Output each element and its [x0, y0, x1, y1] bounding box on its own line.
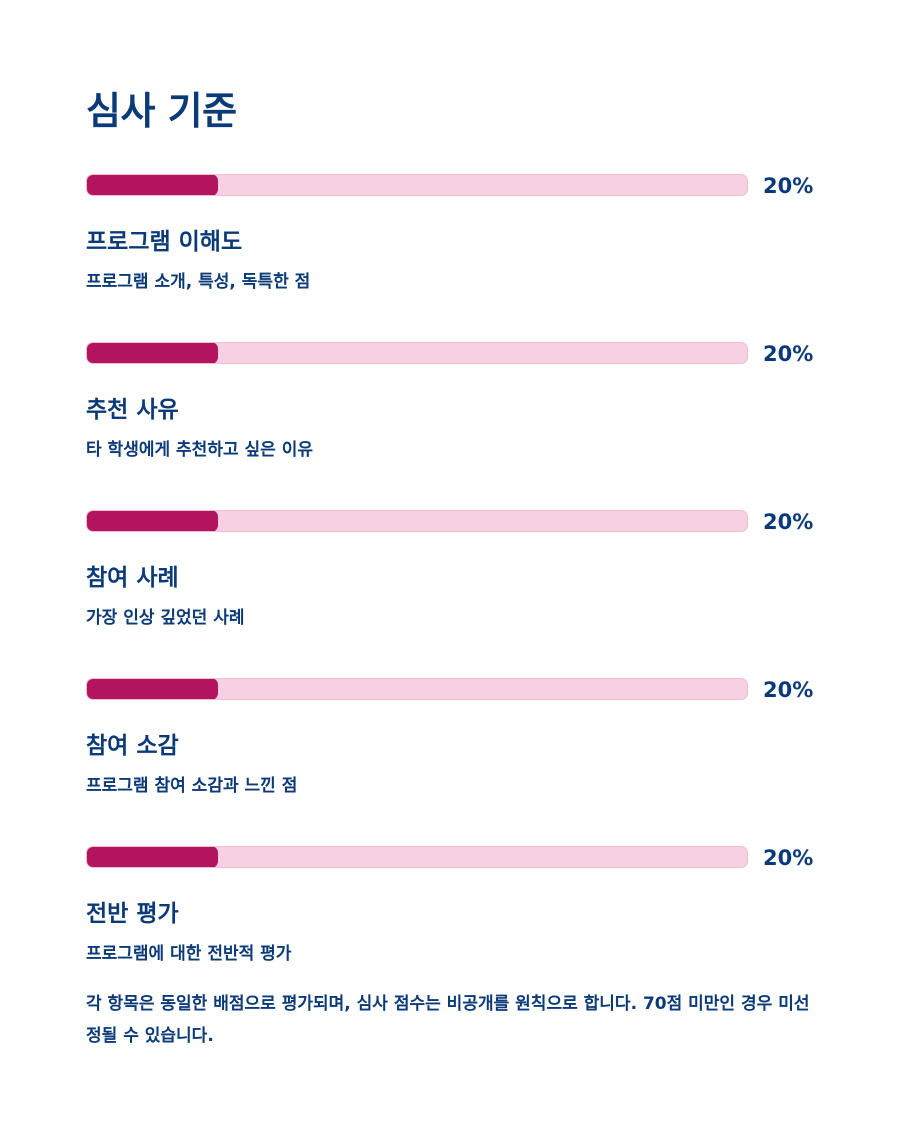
criterion-title: 전반 평가 — [86, 901, 179, 927]
criterion-description: 프로그램 소개, 특성, 독특한 점 — [86, 272, 311, 292]
weight-bar: 20% — [86, 508, 826, 536]
weight-bar-fill — [87, 175, 218, 195]
criterion-title: 참여 사례 — [86, 565, 179, 591]
weight-percent: 20% — [763, 846, 814, 870]
weight-bar: 20% — [86, 676, 826, 704]
weight-bar-fill — [87, 847, 218, 867]
weight-bar-track — [86, 342, 748, 364]
criterion-title: 참여 소감 — [86, 733, 179, 759]
criterion-title: 프로그램 이해도 — [86, 229, 243, 255]
weight-bar-fill — [87, 679, 218, 699]
criterion-title: 추천 사유 — [86, 397, 179, 423]
footnote: 각 항목은 동일한 배점으로 평가되며, 심사 점수는 비공개를 원칙으로 합니… — [86, 994, 810, 1046]
weight-bar: 20% — [86, 844, 826, 872]
criterion-participation-case: 20% 참여 사례 가장 인상 깊었던 사례 — [86, 508, 826, 638]
criterion-recommendation-reason: 20% 추천 사유 타 학생에게 추천하고 싶은 이유 — [86, 340, 826, 470]
weight-percent: 20% — [763, 342, 814, 366]
weight-percent: 20% — [763, 174, 814, 198]
criterion-description: 타 학생에게 추천하고 싶은 이유 — [86, 440, 313, 460]
weight-bar-fill — [87, 511, 218, 531]
weight-bar: 20% — [86, 340, 826, 368]
weight-bar-track — [86, 846, 748, 868]
criterion-description: 가장 인상 깊었던 사례 — [86, 608, 245, 628]
weight-percent: 20% — [763, 510, 814, 534]
criterion-description: 프로그램에 대한 전반적 평가 — [86, 944, 292, 964]
criterion-participation-impression: 20% 참여 소감 프로그램 참여 소감과 느낀 점 — [86, 676, 826, 806]
weight-bar-track — [86, 174, 748, 196]
criterion-overall-evaluation: 20% 전반 평가 프로그램에 대한 전반적 평가 — [86, 844, 826, 974]
criterion-description: 프로그램 참여 소감과 느낀 점 — [86, 776, 298, 796]
weight-bar-fill — [87, 343, 218, 363]
criterion-program-understanding: 20% 프로그램 이해도 프로그램 소개, 특성, 독특한 점 — [86, 172, 826, 302]
weight-bar-track — [86, 510, 748, 532]
page-title: 심사 기준 — [86, 89, 237, 133]
weight-percent: 20% — [763, 678, 814, 702]
weight-bar: 20% — [86, 172, 826, 200]
weight-bar-track — [86, 678, 748, 700]
